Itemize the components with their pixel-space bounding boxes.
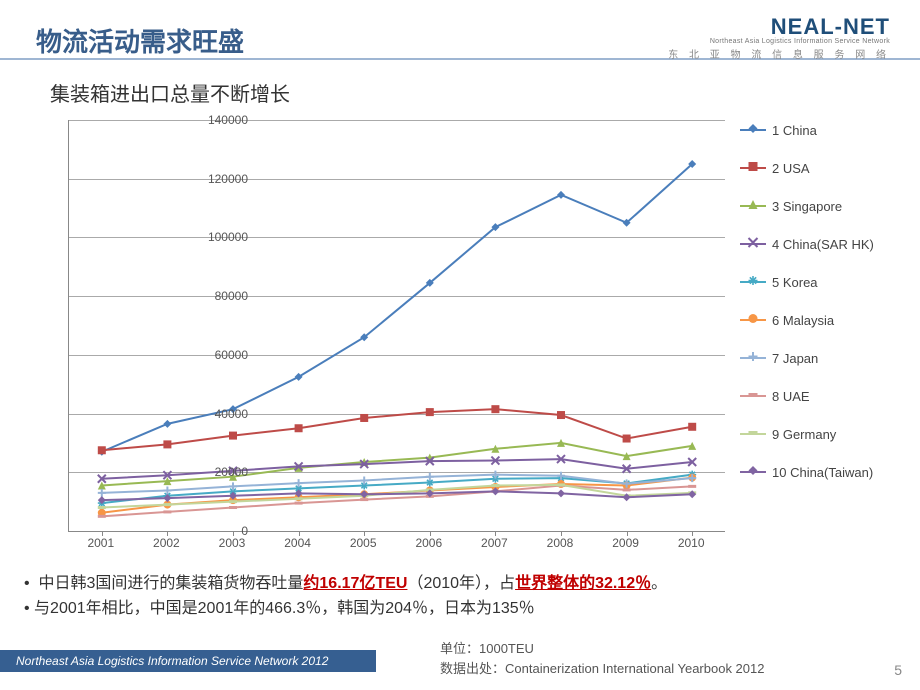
chart-subtitle: 集装箱进出口总量不断增长 bbox=[50, 78, 290, 107]
y-axis-label: 120000 bbox=[188, 172, 248, 186]
line-chart: 1 China 2 USA 3 Singapore 4 China(SAR HK) 5 … bbox=[10, 110, 910, 560]
unit-label: 单位：1000TEU bbox=[440, 638, 534, 657]
y-axis-label: 40000 bbox=[188, 407, 248, 421]
legend-label: 10 China(Taiwan) bbox=[772, 465, 873, 480]
bullet-1-text-a: 中日韩3国间进行的集装箱货物吞吐量 bbox=[39, 575, 304, 592]
legend-label: 2 USA bbox=[772, 161, 810, 176]
x-axis-label: 2003 bbox=[200, 536, 265, 550]
legend-label: 6 Malaysia bbox=[772, 313, 834, 328]
x-axis-label: 2010 bbox=[659, 536, 724, 550]
source-label: 数据出处：Containerization International Year… bbox=[440, 658, 764, 677]
bullet-1-highlight-2: 世界整体的32.12％ bbox=[515, 575, 651, 592]
chart-legend: 1 China 2 USA 3 Singapore 4 China(SAR HK) 5 … bbox=[740, 122, 910, 502]
x-axis-label: 2004 bbox=[265, 536, 330, 550]
legend-item: 5 Korea bbox=[740, 274, 910, 290]
legend-item: 6 Malaysia bbox=[740, 312, 910, 328]
x-axis-label: 2005 bbox=[331, 536, 396, 550]
footer-bar: Northeast Asia Logistics Information Ser… bbox=[0, 650, 376, 672]
bullet-1-text-c: 。 bbox=[651, 575, 667, 592]
legend-item: 1 China bbox=[740, 122, 910, 138]
bullet-2: • 与2001年相比，中国是2001年的466.3％，韩国为204％，日本为13… bbox=[24, 597, 667, 622]
legend-label: 8 UAE bbox=[772, 389, 810, 404]
legend-item: 9 Germany bbox=[740, 426, 910, 442]
legend-item: 8 UAE bbox=[740, 388, 910, 404]
legend-label: 4 China(SAR HK) bbox=[772, 237, 874, 252]
bullet-1: • 中日韩3国间进行的集装箱货物吞吐量约16.17亿TEU（2010年），占世界… bbox=[24, 572, 667, 597]
legend-item: 7 Japan bbox=[740, 350, 910, 366]
legend-item: 10 China(Taiwan) bbox=[740, 464, 910, 480]
logo-block: NEAL-NET Northeast Asia Logistics Inform… bbox=[668, 14, 890, 61]
bullet-1-text-b: （2010年），占 bbox=[407, 575, 515, 592]
legend-label: 9 Germany bbox=[772, 427, 836, 442]
legend-item: 4 China(SAR HK) bbox=[740, 236, 910, 252]
legend-label: 1 China bbox=[772, 123, 817, 138]
y-axis-label: 60000 bbox=[188, 348, 248, 362]
logo-sub: Northeast Asia Logistics Information Ser… bbox=[668, 38, 890, 45]
x-axis-label: 2001 bbox=[68, 536, 133, 550]
page-title: 物流活动需求旺盛 bbox=[36, 22, 244, 59]
bullet-1-highlight-1: 约16.17亿TEU bbox=[303, 575, 407, 592]
x-axis-label: 2008 bbox=[528, 536, 593, 550]
legend-item: 3 Singapore bbox=[740, 198, 910, 214]
y-axis-label: 80000 bbox=[188, 289, 248, 303]
y-axis-label: 20000 bbox=[188, 465, 248, 479]
logo-cn: 东 北 亚 物 流 信 息 服 务 网 络 bbox=[668, 46, 890, 61]
bullet-2-text: 与2001年相比，中国是2001年的466.3％，韩国为204％，日本为135％ bbox=[34, 600, 535, 617]
x-axis-label: 2006 bbox=[396, 536, 461, 550]
bullet-list: • 中日韩3国间进行的集装箱货物吞吐量约16.17亿TEU（2010年），占世界… bbox=[24, 572, 667, 622]
legend-label: 5 Korea bbox=[772, 275, 818, 290]
x-axis-label: 2007 bbox=[462, 536, 527, 550]
legend-item: 2 USA bbox=[740, 160, 910, 176]
y-axis-label: 100000 bbox=[188, 230, 248, 244]
legend-label: 7 Japan bbox=[772, 351, 818, 366]
y-axis-label: 140000 bbox=[188, 113, 248, 127]
logo-main: NEAL-NET bbox=[668, 14, 890, 40]
x-axis-label: 2002 bbox=[134, 536, 199, 550]
x-axis-label: 2009 bbox=[593, 536, 658, 550]
page-number: 5 bbox=[894, 662, 902, 678]
legend-label: 3 Singapore bbox=[772, 199, 842, 214]
